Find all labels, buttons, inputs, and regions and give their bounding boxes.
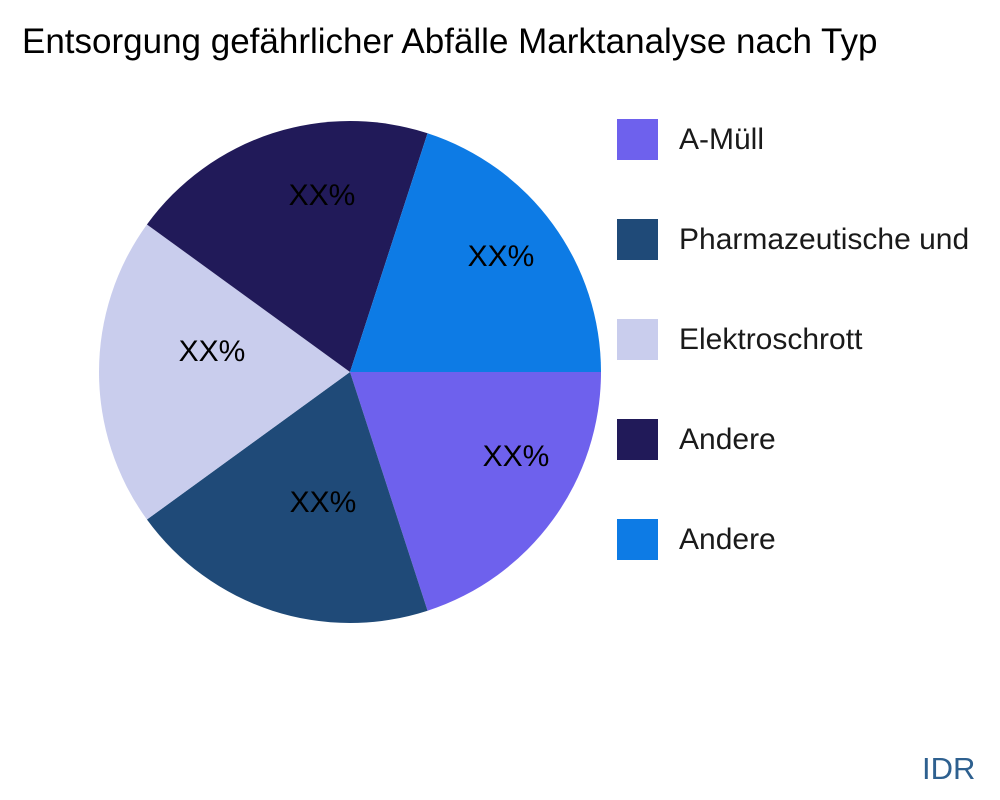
legend-label: Elektroschrott	[679, 322, 863, 356]
legend-swatch	[617, 219, 658, 260]
legend-swatch	[617, 319, 658, 360]
pie-slice-3	[146, 120, 428, 372]
legend-label: Andere	[679, 422, 776, 456]
legend-label: Andere	[679, 522, 776, 556]
legend-swatch	[617, 119, 658, 160]
chart-title: Entsorgung gefährlicher Abfälle Marktana…	[22, 22, 878, 61]
watermark-idr: IDR	[922, 751, 976, 786]
legend: A-Müll Pharmazeutische und Elektroschrot…	[617, 119, 969, 619]
legend-swatch	[617, 519, 658, 560]
legend-label: A-Müll	[679, 122, 765, 156]
legend-item-andere-1: Andere	[617, 419, 969, 460]
legend-label: Pharmazeutische und	[679, 222, 970, 256]
legend-item-elektroschrott: Elektroschrott	[617, 319, 969, 360]
legend-item-pharmazeutische: Pharmazeutische und	[617, 219, 969, 260]
pie-slice-1	[146, 372, 428, 624]
legend-item-andere-2: Andere	[617, 519, 969, 560]
legend-item-a-muell: A-Müll	[617, 119, 969, 160]
legend-swatch	[617, 419, 658, 460]
pie-slice-0	[350, 372, 601, 611]
pie-slice-4	[350, 133, 601, 372]
pie-slice-2	[99, 224, 350, 520]
